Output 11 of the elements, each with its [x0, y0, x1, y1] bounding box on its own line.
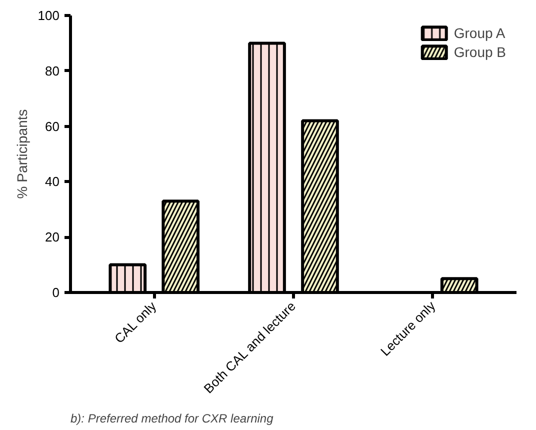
y-tick-label: 100 [38, 8, 60, 23]
x-tick-label: CAL only [112, 298, 160, 346]
legend-label: Group A [454, 25, 506, 41]
legend-label: Group B [454, 44, 506, 60]
text: b): Preferred method for CXR learning [70, 412, 274, 426]
y-tick-label: 0 [52, 285, 60, 300]
y-tick-label: 20 [45, 230, 60, 245]
y-axis-title: % Participants [14, 109, 30, 199]
y-tick-label: 40 [45, 174, 60, 190]
y-tick-label: 60 [45, 118, 60, 134]
y-tick-label: 80 [45, 63, 60, 78]
